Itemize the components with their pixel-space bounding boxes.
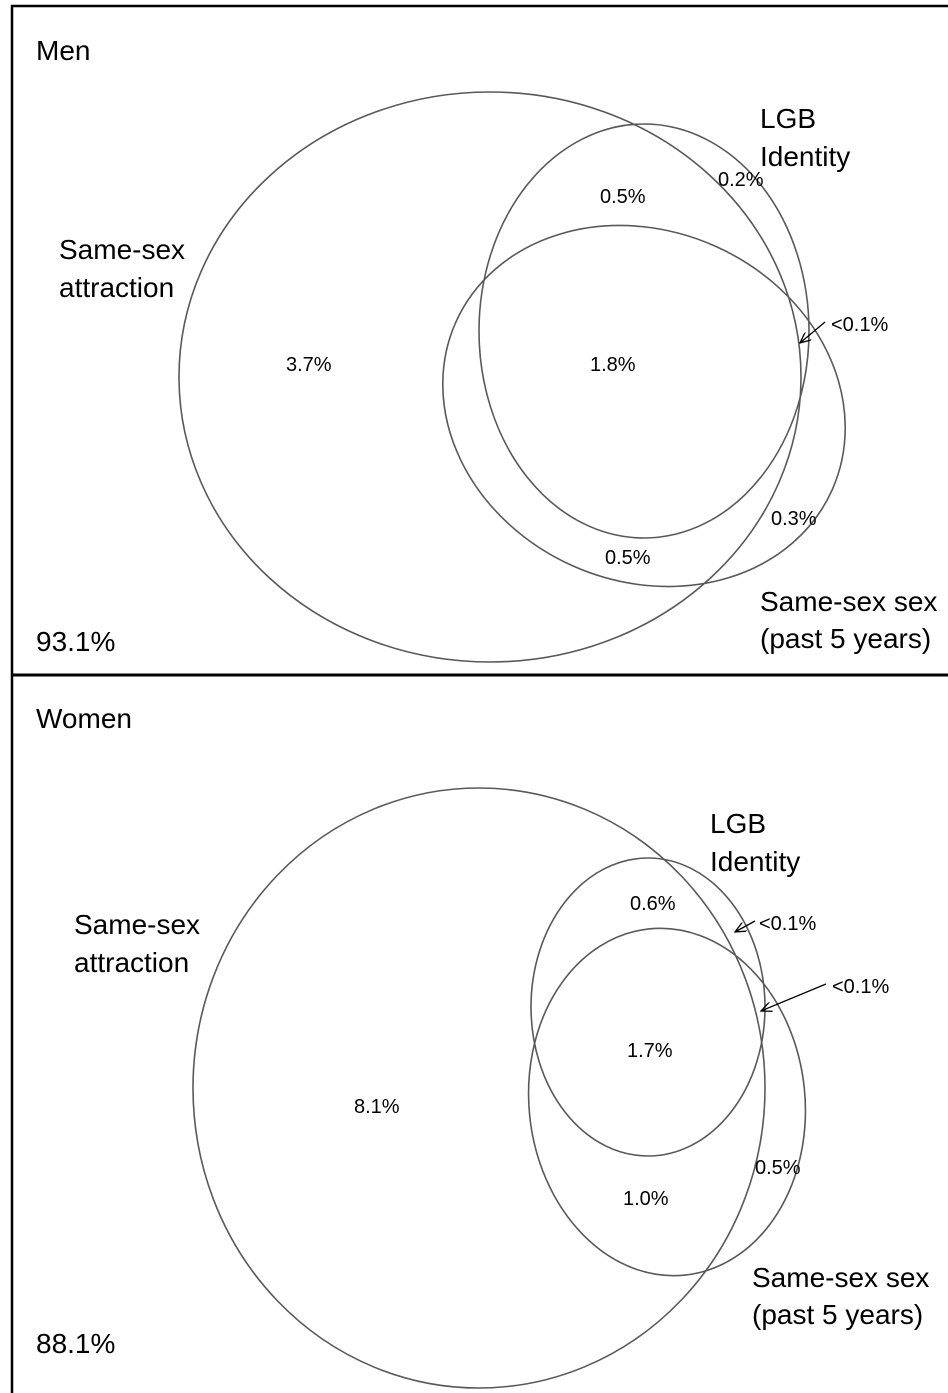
set-label-identity-line1: LGB — [710, 808, 766, 839]
set-label-identity-line1: LGB — [760, 103, 816, 134]
outside-value-women: 88.1% — [36, 1328, 115, 1359]
set-label-behavior-line1: Same-sex sex — [752, 1262, 929, 1293]
set-label-attraction-line1: Same-sex — [74, 909, 200, 940]
region-behavior-only: 0.5% — [755, 1157, 801, 1179]
men-identity-ellipse — [478, 123, 810, 539]
panel-title-men: Men — [36, 35, 90, 66]
region-behavior-only: 0.3% — [771, 508, 817, 530]
region-attraction-behavior: 0.5% — [605, 547, 651, 569]
region-attraction-only: 8.1% — [354, 1096, 400, 1118]
outside-value-men: 93.1% — [36, 626, 115, 657]
region-all-three: 1.8% — [590, 354, 636, 376]
region-attraction-behavior: 1.0% — [623, 1188, 669, 1210]
women-attraction-ellipse — [192, 787, 766, 1389]
men-attraction-ellipse — [178, 91, 802, 663]
set-label-attraction-line1: Same-sex — [59, 234, 185, 265]
women-behavior-ellipse — [527, 927, 807, 1277]
women-panel: Women Same-sex attraction LGB Identity S… — [36, 703, 929, 1389]
region-identity-only: 0.2% — [718, 169, 764, 191]
arrow-identity-behavior — [761, 983, 827, 1011]
region-attraction-identity: 0.5% — [600, 186, 646, 208]
set-label-attraction-line2: attraction — [74, 947, 189, 978]
men-behavior-ellipse — [441, 224, 847, 588]
region-attraction-only: 3.7% — [286, 354, 332, 376]
set-label-behavior-line1: Same-sex sex — [760, 586, 937, 617]
set-label-identity-line2: Identity — [710, 846, 800, 877]
region-all-three: 1.7% — [627, 1040, 673, 1062]
region-identity-behavior: <0.1% — [831, 314, 888, 336]
set-label-identity-line2: Identity — [760, 141, 850, 172]
region-attraction-identity: 0.6% — [630, 893, 676, 915]
panel-title-women: Women — [36, 703, 132, 734]
figure-frame — [10, 4, 948, 1393]
men-panel: Men Same-sex attraction LGB Identity Sam… — [36, 35, 937, 663]
region-identity-behavior: <0.1% — [832, 976, 889, 998]
arrow-identity-behavior — [800, 321, 826, 343]
set-label-behavior-line2: (past 5 years) — [752, 1299, 923, 1330]
region-identity-only: <0.1% — [759, 913, 816, 935]
set-label-attraction-line2: attraction — [59, 272, 174, 303]
arrow-identity-only — [735, 920, 756, 932]
set-label-behavior-line2: (past 5 years) — [760, 623, 931, 654]
